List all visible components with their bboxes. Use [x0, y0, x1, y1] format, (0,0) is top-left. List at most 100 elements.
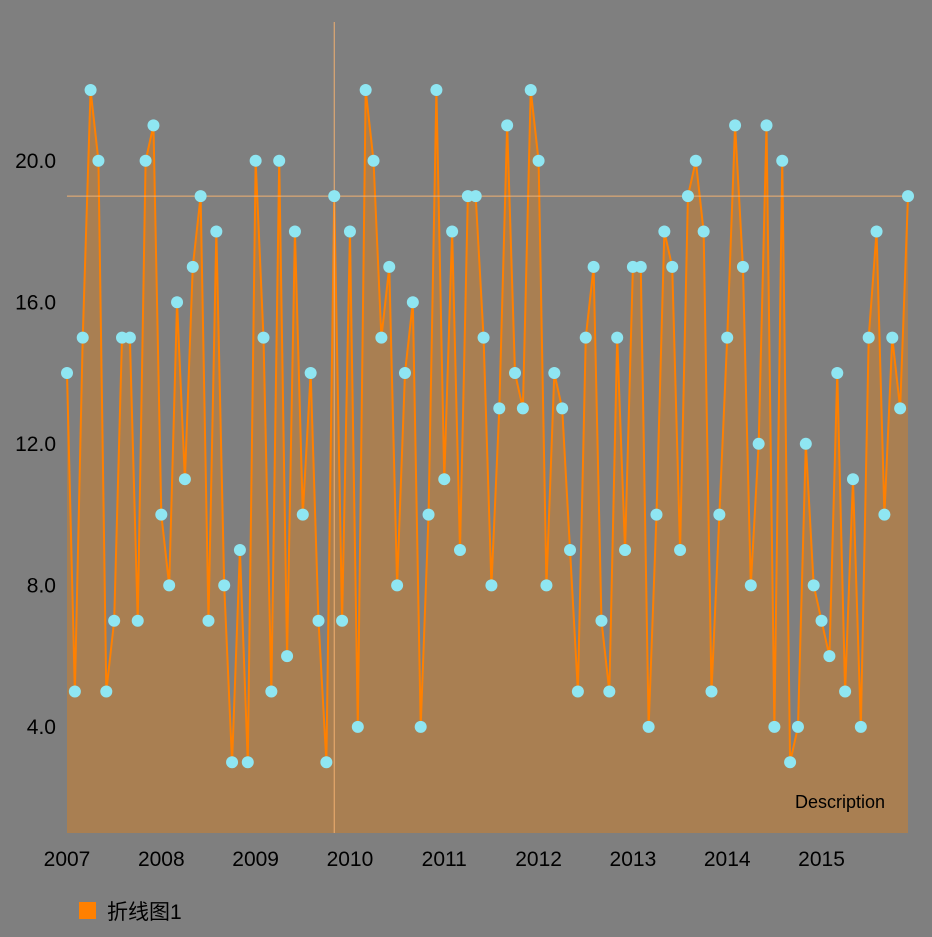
data-point[interactable] [76, 331, 89, 344]
data-point[interactable] [61, 367, 73, 380]
data-point[interactable] [705, 685, 718, 698]
data-point[interactable] [784, 756, 797, 769]
data-point[interactable] [595, 614, 608, 627]
data-point[interactable] [634, 260, 647, 273]
data-point[interactable] [218, 579, 231, 592]
data-point[interactable] [776, 154, 789, 167]
data-point[interactable] [736, 260, 749, 273]
data-point[interactable] [233, 543, 246, 556]
data-point[interactable] [516, 402, 529, 415]
data-point[interactable] [744, 579, 757, 592]
data-point[interactable] [666, 260, 679, 273]
data-point[interactable] [131, 614, 144, 627]
data-point[interactable] [391, 579, 404, 592]
data-point[interactable] [870, 225, 883, 238]
data-point[interactable] [846, 473, 859, 486]
data-point[interactable] [564, 543, 577, 556]
data-point[interactable] [540, 579, 553, 592]
data-point[interactable] [367, 154, 380, 167]
data-point[interactable] [501, 119, 514, 132]
data-point[interactable] [642, 720, 655, 733]
data-point[interactable] [163, 579, 176, 592]
data-point[interactable] [509, 367, 522, 380]
data-point[interactable] [862, 331, 875, 344]
data-point[interactable] [430, 84, 443, 96]
data-point[interactable] [823, 650, 836, 663]
data-point[interactable] [587, 260, 600, 273]
data-point[interactable] [579, 331, 592, 344]
data-point[interactable] [815, 614, 828, 627]
data-point[interactable] [123, 331, 136, 344]
data-point[interactable] [210, 225, 223, 238]
data-point[interactable] [894, 402, 907, 415]
data-point[interactable] [603, 685, 616, 698]
data-point[interactable] [139, 154, 152, 167]
data-point[interactable] [839, 685, 852, 698]
data-point[interactable] [414, 720, 427, 733]
data-point[interactable] [571, 685, 584, 698]
data-point[interactable] [752, 437, 765, 450]
data-point[interactable] [398, 367, 411, 380]
data-point[interactable] [281, 650, 294, 663]
data-point[interactable] [658, 225, 671, 238]
data-point[interactable] [760, 119, 773, 132]
data-point[interactable] [383, 260, 396, 273]
data-point[interactable] [807, 579, 820, 592]
data-point[interactable] [328, 190, 341, 203]
data-point[interactable] [288, 225, 301, 238]
data-point[interactable] [336, 614, 349, 627]
data-point[interactable] [453, 543, 466, 556]
data-point[interactable] [296, 508, 309, 521]
data-point[interactable] [406, 296, 419, 309]
data-point[interactable] [902, 190, 914, 203]
data-point[interactable] [681, 190, 694, 203]
data-point[interactable] [304, 367, 317, 380]
data-point[interactable] [68, 685, 81, 698]
data-point[interactable] [791, 720, 804, 733]
data-point[interactable] [697, 225, 710, 238]
data-point[interactable] [155, 508, 168, 521]
data-point[interactable] [619, 543, 632, 556]
data-point[interactable] [886, 331, 899, 344]
data-point[interactable] [477, 331, 490, 344]
data-point[interactable] [312, 614, 325, 627]
data-point[interactable] [831, 367, 844, 380]
data-point[interactable] [92, 154, 105, 167]
data-point[interactable] [469, 190, 482, 203]
data-point[interactable] [84, 84, 97, 96]
data-point[interactable] [108, 614, 121, 627]
data-point[interactable] [343, 225, 356, 238]
data-point[interactable] [100, 685, 113, 698]
data-point[interactable] [532, 154, 545, 167]
data-point[interactable] [713, 508, 726, 521]
data-point[interactable] [359, 84, 372, 96]
data-point[interactable] [320, 756, 333, 769]
data-point[interactable] [721, 331, 734, 344]
data-point[interactable] [799, 437, 812, 450]
data-point[interactable] [273, 154, 286, 167]
data-point[interactable] [729, 119, 742, 132]
data-point[interactable] [493, 402, 506, 415]
data-point[interactable] [249, 154, 262, 167]
data-point[interactable] [768, 720, 781, 733]
data-point[interactable] [438, 473, 451, 486]
data-point[interactable] [265, 685, 278, 698]
data-point[interactable] [556, 402, 569, 415]
data-point[interactable] [178, 473, 191, 486]
data-point[interactable] [422, 508, 435, 521]
data-point[interactable] [878, 508, 891, 521]
data-point[interactable] [186, 260, 199, 273]
data-point[interactable] [241, 756, 254, 769]
data-point[interactable] [226, 756, 239, 769]
data-point[interactable] [485, 579, 498, 592]
data-point[interactable] [611, 331, 624, 344]
data-point[interactable] [202, 614, 215, 627]
data-point[interactable] [171, 296, 184, 309]
data-point[interactable] [689, 154, 702, 167]
data-point[interactable] [375, 331, 388, 344]
data-point[interactable] [524, 84, 537, 96]
data-point[interactable] [351, 720, 364, 733]
data-point[interactable] [194, 190, 207, 203]
data-point[interactable] [446, 225, 459, 238]
data-point[interactable] [257, 331, 270, 344]
